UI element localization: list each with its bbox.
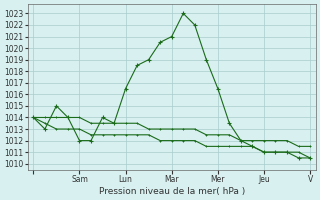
X-axis label: Pression niveau de la mer( hPa ): Pression niveau de la mer( hPa )	[99, 187, 245, 196]
